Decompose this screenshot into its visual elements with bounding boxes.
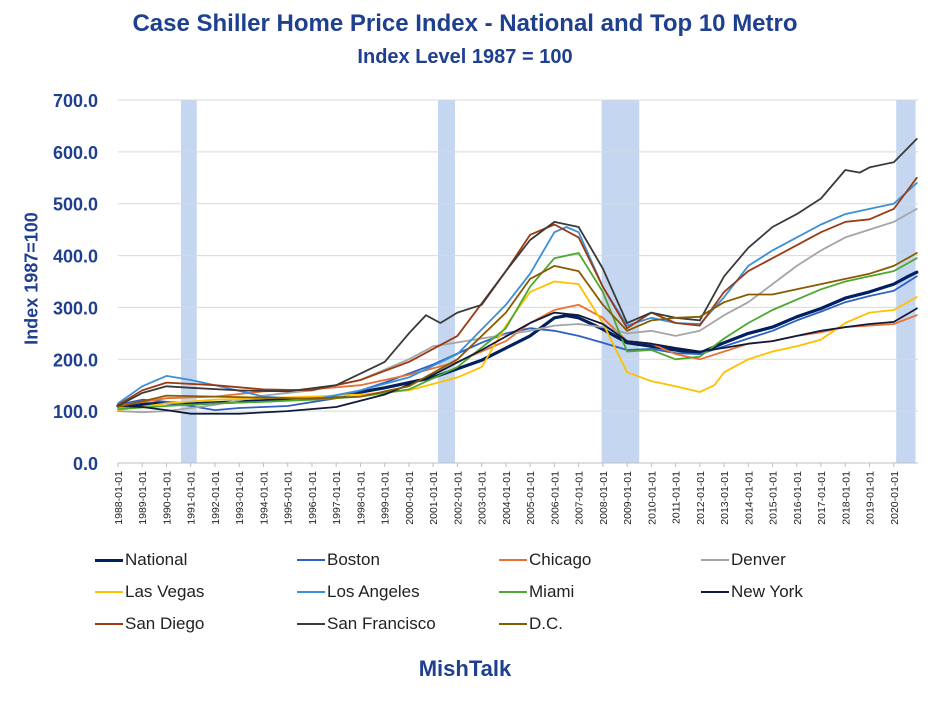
legend-label: National — [125, 550, 188, 569]
x-tick-label: 2014-01-01 — [743, 471, 755, 525]
y-tick-label: 700.0 — [53, 91, 98, 111]
legend-label: Boston — [327, 550, 380, 569]
legend-swatch — [499, 623, 527, 625]
y-tick-label: 100.0 — [53, 402, 98, 422]
y-tick-label: 600.0 — [53, 143, 98, 163]
legend-item: D.C. — [499, 612, 563, 636]
x-tick-label: 1998-01-01 — [355, 471, 367, 525]
x-tick-label: 2007-01-01 — [574, 471, 586, 525]
recession-band-2 — [601, 100, 640, 463]
legend-swatch — [297, 559, 325, 561]
recession-band-3 — [896, 100, 916, 463]
x-tick-label: 2017-01-01 — [816, 471, 828, 525]
x-tick-label: 2013-01-01 — [719, 471, 731, 525]
legend-item: Chicago — [499, 548, 591, 572]
legend-swatch — [95, 591, 123, 593]
x-tick-label: 2004-01-01 — [501, 471, 513, 525]
chart-title: Case Shiller Home Price Index - National… — [132, 10, 798, 37]
legend-label: Miami — [529, 582, 575, 601]
y-tick-label: 500.0 — [53, 195, 98, 215]
legend-swatch — [499, 591, 527, 593]
legend-label: Los Angeles — [327, 582, 420, 601]
legend-item: Las Vegas — [95, 580, 204, 604]
x-tick-label: 1992-01-01 — [210, 471, 222, 525]
x-tick-label: 2005-01-01 — [525, 471, 537, 525]
recession-band-1 — [438, 100, 455, 463]
x-tick-label: 2006-01-01 — [549, 471, 561, 525]
legend-item: National — [95, 548, 187, 572]
x-tick-label: 1993-01-01 — [234, 471, 246, 525]
x-tick-label: 2019-01-01 — [865, 471, 877, 525]
x-tick-label: 1996-01-01 — [307, 471, 319, 525]
x-tick-label: 1991-01-01 — [186, 471, 198, 525]
legend-item: Miami — [499, 580, 574, 604]
brand-footer: MishTalk — [418, 656, 512, 681]
x-tick-label: 2003-01-01 — [477, 471, 489, 525]
series-line-d-c- — [117, 252, 918, 408]
legend-item: San Francisco — [297, 612, 436, 636]
legend-label: Denver — [731, 550, 786, 569]
legend-swatch — [701, 559, 729, 561]
legend-label: New York — [731, 582, 803, 601]
legend-item: San Diego — [95, 612, 204, 636]
x-tick-label: 2015-01-01 — [768, 471, 780, 525]
x-tick-label: 2012-01-01 — [695, 471, 707, 525]
series-lines — [116, 138, 919, 415]
x-tick-label: 2009-01-01 — [622, 471, 634, 525]
legend-label: Las Vegas — [125, 582, 205, 601]
y-tick-label: 400.0 — [53, 247, 98, 267]
axes: 0.0 100.0 200.0 300.0 400.0 500.0 600.0 700.0 19… — [53, 91, 918, 525]
series-line-san-francisco — [117, 138, 918, 407]
series-line-boston — [117, 275, 918, 411]
legend-swatch — [297, 623, 325, 625]
recession-band-0 — [181, 100, 197, 463]
x-tick-label: 2018-01-01 — [840, 471, 852, 525]
y-tick-label: 200.0 — [53, 350, 98, 370]
legend-swatch — [297, 591, 325, 593]
legend-item: Los Angeles — [297, 580, 420, 604]
x-tick-label: 1988-01-01 — [113, 471, 125, 525]
x-tick-label: 1999-01-01 — [380, 471, 392, 525]
series-line-san-diego — [117, 176, 918, 406]
x-tick-label: 1990-01-01 — [161, 471, 173, 525]
legend-swatch — [95, 558, 123, 562]
legend-swatch — [95, 623, 123, 625]
x-tick-label: 1995-01-01 — [283, 471, 295, 525]
x-tick-label: 2002-01-01 — [452, 471, 464, 525]
x-tick-label: 1994-01-01 — [258, 471, 270, 525]
legend-label: San Francisco — [327, 614, 436, 633]
x-tick-label: 2008-01-01 — [598, 471, 610, 525]
x-tick-label: 2001-01-01 — [428, 471, 440, 525]
legend-swatch — [701, 591, 729, 593]
recession-bands — [181, 100, 916, 463]
y-tick-label: 0.0 — [73, 454, 98, 474]
x-tick-label: 2010-01-01 — [646, 471, 658, 525]
x-tick-label: 2016-01-01 — [792, 471, 804, 525]
x-tick-label: 2000-01-01 — [404, 471, 416, 525]
legend: National Boston Chicago Denver Las Vegas Los … — [95, 548, 915, 640]
legend-item: New York — [701, 580, 803, 604]
legend-label: D.C. — [529, 614, 563, 633]
legend-label: Chicago — [529, 550, 592, 569]
series-line-national — [116, 270, 919, 408]
x-tick-label: 2011-01-01 — [671, 471, 683, 524]
series-line-denver — [117, 208, 918, 414]
legend-item: Denver — [701, 548, 786, 572]
legend-swatch — [499, 559, 527, 561]
series-line-los-angeles — [117, 182, 918, 405]
y-tick-label: 300.0 — [53, 298, 98, 318]
x-tick-label: 1989-01-01 — [137, 471, 149, 525]
series-line-new-york — [117, 307, 918, 415]
x-tick-label: 2020-01-01 — [889, 471, 901, 525]
legend-item: Boston — [297, 548, 380, 572]
chart-subtitle: Index Level 1987 = 100 — [357, 46, 573, 68]
x-tick-label: 1997-01-01 — [331, 471, 343, 525]
legend-label: San Diego — [125, 614, 205, 633]
